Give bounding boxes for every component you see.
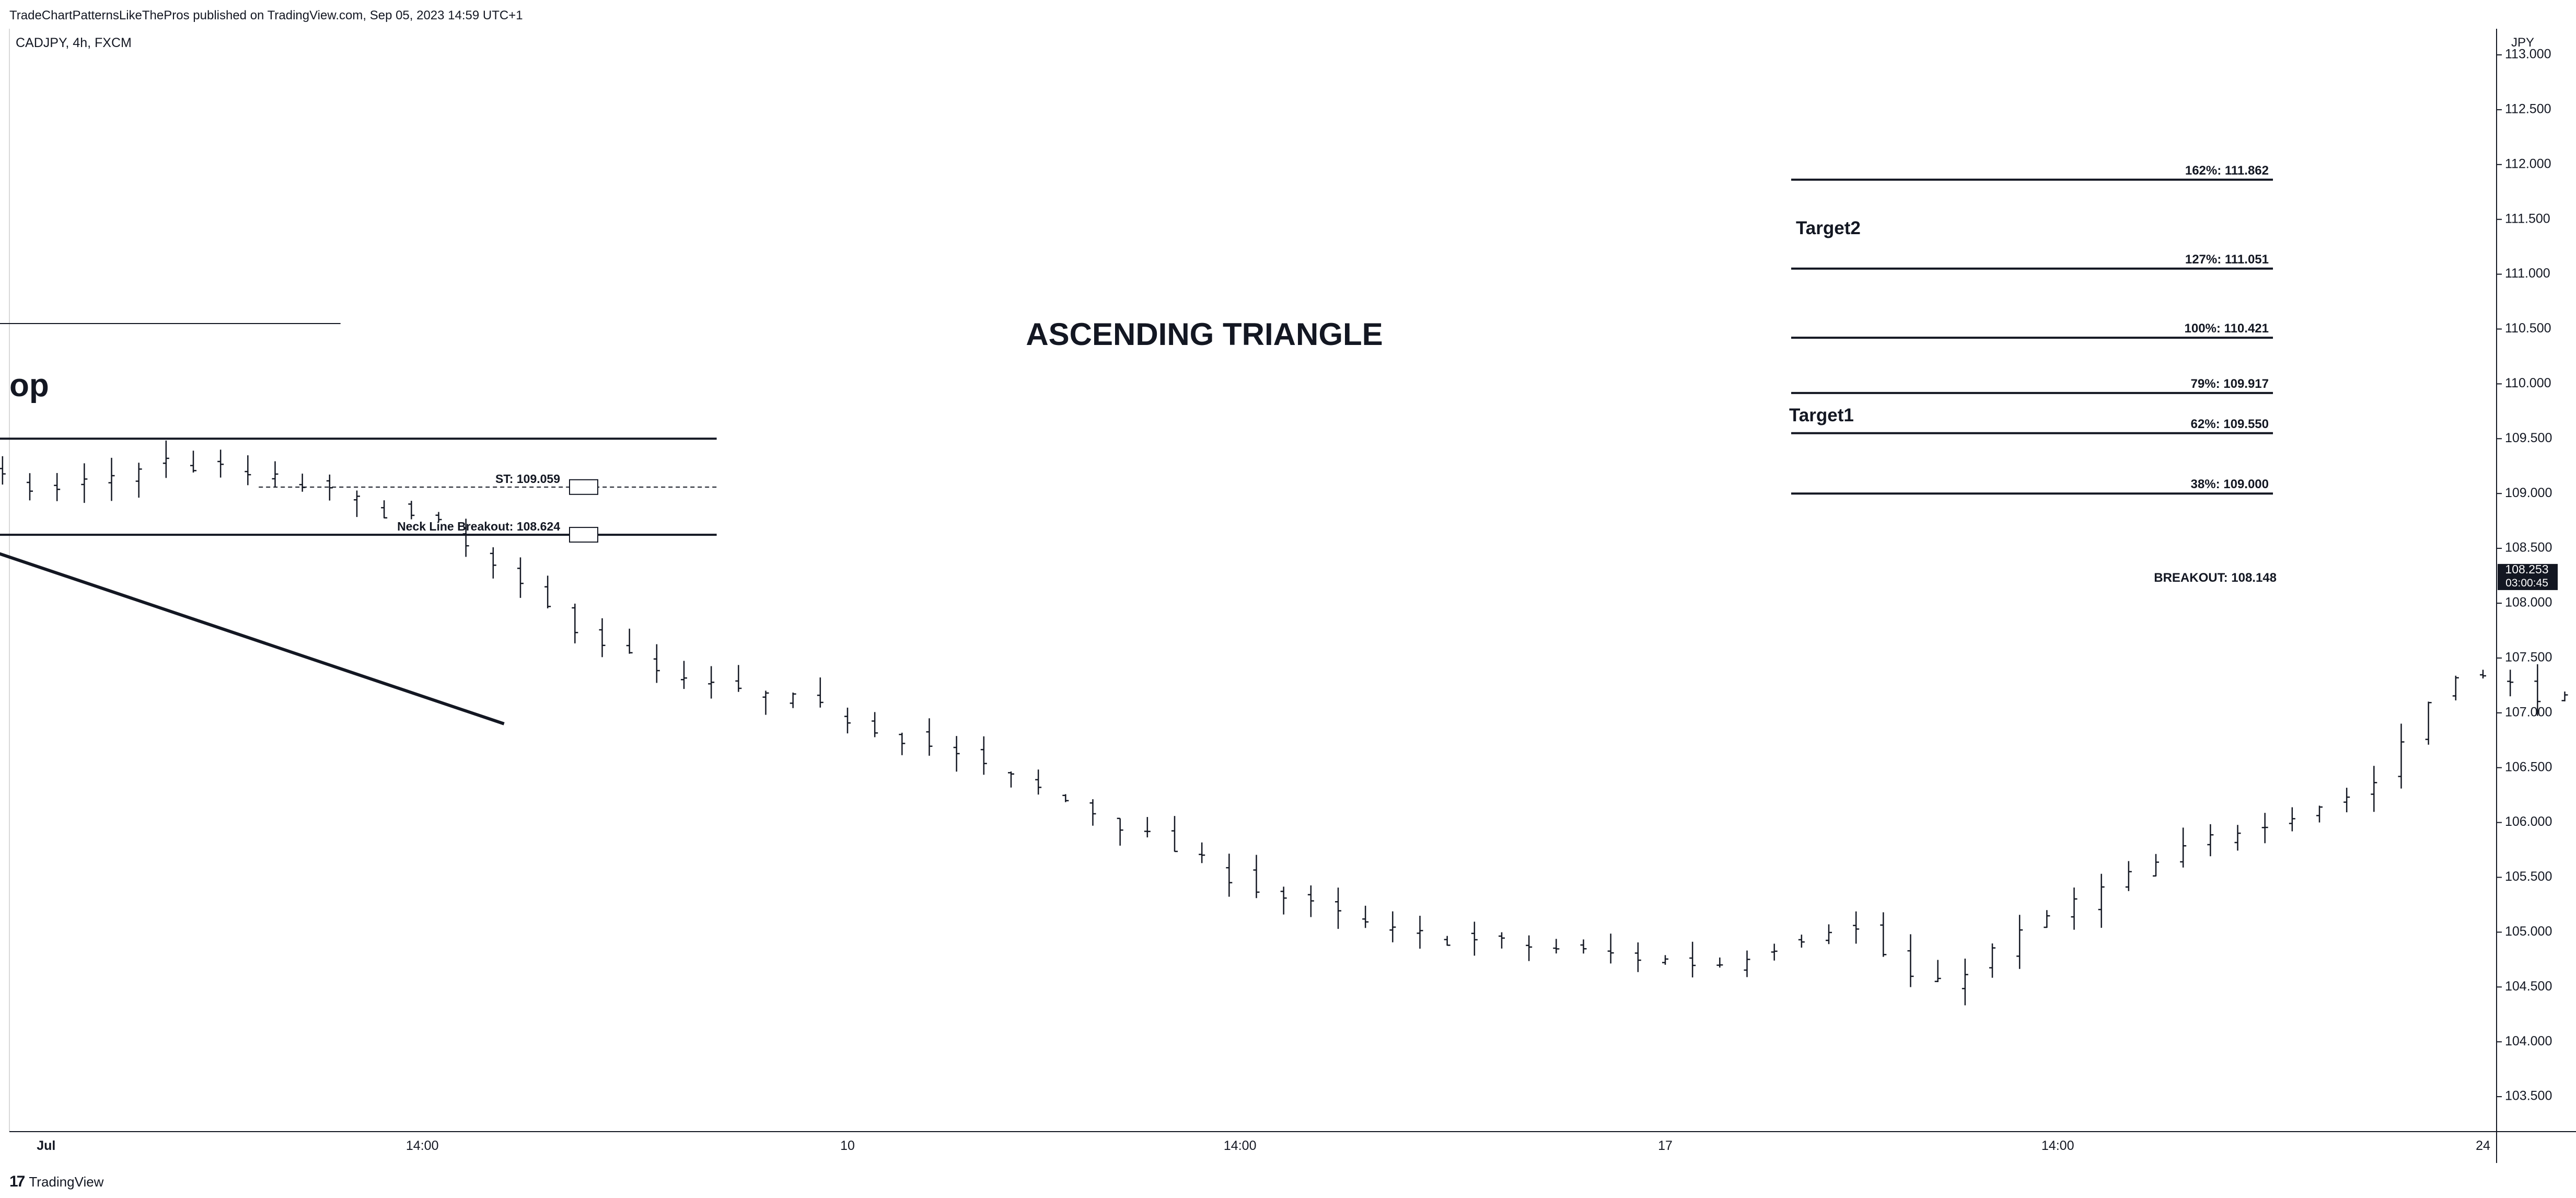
tradingview-logo-icon: 17 xyxy=(9,1173,25,1190)
target1-label: Target1 xyxy=(1789,405,1854,425)
price-tick-label: 109.000 xyxy=(2505,486,2552,500)
price-axis-labels: 103.500 104.000 104.500 105.000 105.500 106.0… xyxy=(2497,47,2552,1103)
price-tick-label: 112.000 xyxy=(2505,156,2551,171)
price-tick-label: 109.500 xyxy=(2505,431,2552,445)
time-tick-label: 10 xyxy=(840,1138,855,1153)
price-tick-label: 111.000 xyxy=(2505,266,2550,281)
time-tick-label: 24 xyxy=(2476,1138,2490,1153)
fib-level-label: 62%: 109.550 xyxy=(2191,417,2269,431)
chart-title: ASCENDING TRIANGLE xyxy=(1026,317,1383,352)
fib-levels: 162%: 111.862 127%: 111.051 100%: 110.421 7… xyxy=(1791,164,2273,495)
tradingview-brand[interactable]: 17 TradingView xyxy=(9,1173,103,1191)
fib-level-label: 127%: 111.051 xyxy=(2185,252,2269,267)
price-tick-label: 111.500 xyxy=(2505,211,2550,226)
last-price-label: 108.253 xyxy=(2505,562,2548,576)
partial-left-label: op xyxy=(9,367,49,404)
price-tick-label: 110.500 xyxy=(2505,321,2551,336)
price-tick-label: 106.500 xyxy=(2505,759,2552,774)
time-tick-label: 14:00 xyxy=(406,1138,439,1153)
price-tick-label: 104.500 xyxy=(2505,979,2552,994)
price-tick-label: 112.500 xyxy=(2505,102,2551,117)
time-axis-labels: 14:0026Jul14:001014:001714:002427Aug714:… xyxy=(37,1138,2490,1153)
price-tick-label: 105.500 xyxy=(2505,869,2552,884)
last-price-box xyxy=(2498,563,2558,590)
stop-level-box xyxy=(569,479,598,495)
pivot-labels: A109.506B108.621C109.4141108.1282105.827… xyxy=(0,414,2576,867)
time-tick-label: 17 xyxy=(1658,1138,1673,1153)
price-tick-label: 106.000 xyxy=(2505,814,2552,829)
time-tick-label: 14:00 xyxy=(2041,1138,2074,1153)
bar-countdown-label: 03:00:45 xyxy=(2505,577,2548,589)
fib-level-label: 100%: 110.421 xyxy=(2185,321,2269,336)
price-tick-label: 113.000 xyxy=(2505,47,2551,62)
symbol-label: CADJPY, 4h, FXCM xyxy=(16,36,132,50)
price-tick-label: 108.500 xyxy=(2505,540,2552,555)
fib-level-label: 162%: 111.862 xyxy=(2185,164,2269,178)
fib-level-label: 79%: 109.917 xyxy=(2191,377,2269,391)
price-tick-label: 105.000 xyxy=(2505,924,2552,939)
price-tick-label: 108.000 xyxy=(2505,595,2552,610)
price-tick-label: 110.000 xyxy=(2505,376,2551,390)
price-tick-label: 107.000 xyxy=(2505,705,2552,719)
time-tick-label: Jul xyxy=(37,1138,55,1153)
breakout-label: BREAKOUT: 108.148 xyxy=(2154,571,2277,585)
brand-name: TradingView xyxy=(29,1173,104,1190)
price-tick-label: 104.000 xyxy=(2505,1034,2552,1049)
stop-level-label: ST: 109.059 xyxy=(495,472,560,486)
published-caption: TradeChartPatternsLikeThePros published … xyxy=(9,8,523,22)
target2-label: Target2 xyxy=(1796,218,1861,238)
pattern-right-leg xyxy=(0,552,505,725)
fib-level-label: 38%: 109.000 xyxy=(2191,477,2269,491)
neckline-level-box xyxy=(569,527,598,543)
currency-label[interactable]: JPY xyxy=(2511,36,2535,50)
price-tick-label: 103.500 xyxy=(2505,1089,2552,1103)
ohlc-bars xyxy=(0,440,2568,1006)
price-tick-label: 107.500 xyxy=(2505,650,2552,665)
neckline-label: Neck Line Breakout: 108.624 xyxy=(397,520,560,533)
time-tick-label: 14:00 xyxy=(1224,1138,1257,1153)
